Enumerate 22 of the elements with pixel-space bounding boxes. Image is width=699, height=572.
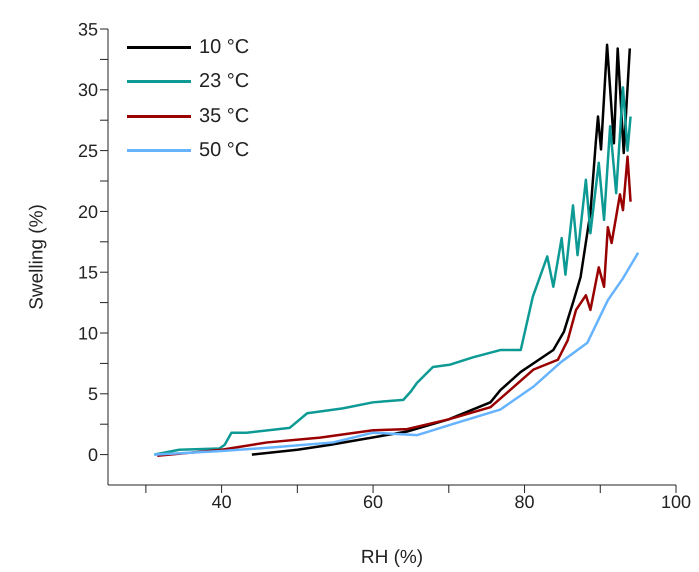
legend-label: 50 °C <box>199 139 250 162</box>
line-series <box>250 44 632 456</box>
legend-label: 23 °C <box>199 70 250 94</box>
y-tick-label: 25 <box>78 140 98 161</box>
legend-label: 10 °C <box>199 36 250 59</box>
y-tick-label: 5 <box>88 384 98 404</box>
line-series <box>156 155 632 458</box>
x-tick-label: 100 <box>660 492 692 512</box>
x-axis-title: RH (%) <box>360 547 424 568</box>
y-tick-label: 15 <box>78 262 98 283</box>
x-tick-label: 80 <box>514 492 535 512</box>
y-tick-label: 0 <box>88 444 98 465</box>
y-tick-label: 20 <box>78 202 98 222</box>
legend-label: 35 °C <box>199 104 250 128</box>
y-tick-label: 10 <box>78 323 98 344</box>
y-axis-title: Swelling (%) <box>26 204 48 310</box>
line-series <box>152 86 632 456</box>
line-series <box>152 251 640 456</box>
x-tick-label: 40 <box>212 492 232 512</box>
x-tick-label: 60 <box>363 492 384 512</box>
y-tick-label: 35 <box>78 19 98 40</box>
y-tick-label: 30 <box>78 80 98 100</box>
